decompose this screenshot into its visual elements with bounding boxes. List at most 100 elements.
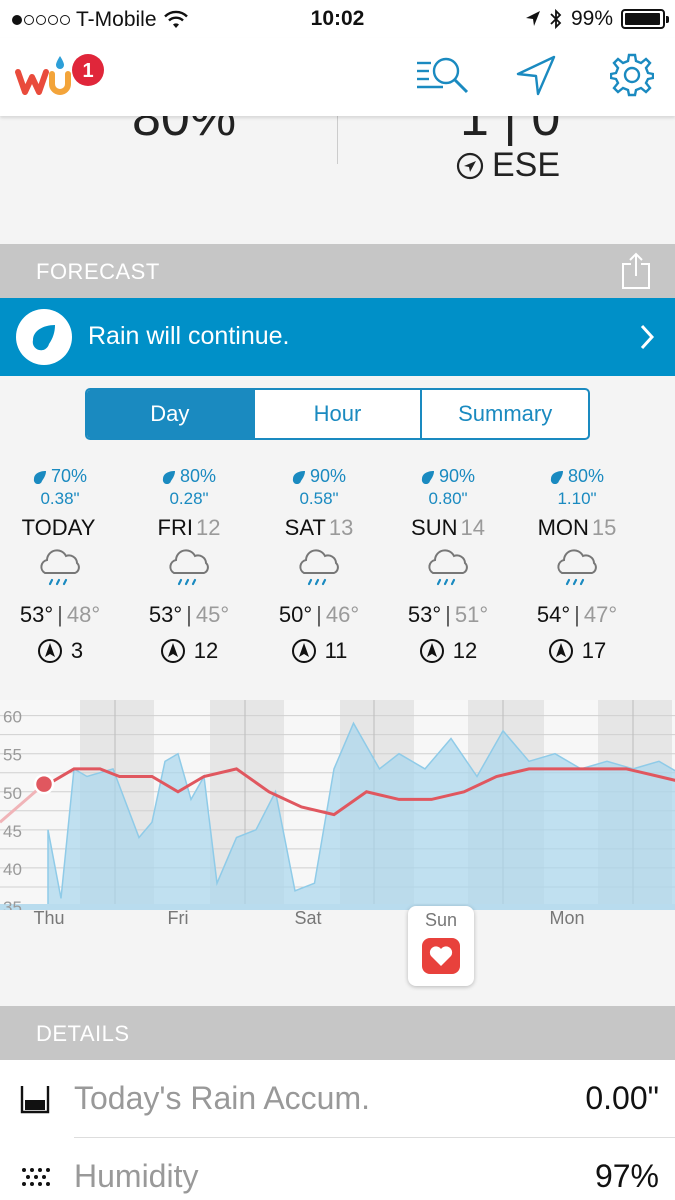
wu-logo-icon: 1 [15, 54, 104, 95]
forecast-day[interactable]: 90% 0.58" SAT 13 50° | 46° 11 [254, 460, 384, 664]
banner-text: Rain will continue. [88, 322, 290, 350]
graph-x-axis: Thu Fri Sat Mon [0, 908, 675, 936]
rain-gauge-icon [20, 1086, 50, 1114]
rain-cloud-icon [299, 549, 339, 586]
wind: 12 [383, 638, 513, 664]
precip-amount: 0.58" [299, 489, 339, 508]
forecast-day[interactable]: 70% 0.38" TODAY 53° | 48° 3 [0, 460, 125, 664]
forecast-day[interactable]: 80% 0.28" FRI 12 53° | 45° 12 [124, 460, 254, 664]
location-services-icon [525, 11, 540, 26]
details-title: DETAILS [36, 1021, 130, 1046]
low-temp: 48° [66, 602, 101, 627]
temps: 54° | 47° [512, 602, 642, 628]
day-label: SAT [284, 515, 326, 540]
settings-button[interactable] [602, 50, 662, 100]
health-button-label: Sun [424, 910, 458, 930]
carrier-name: T-Mobile [76, 8, 157, 31]
high-temp: 53° [19, 602, 54, 627]
precip-chance: 70% [0, 466, 125, 487]
low-temp: 51° [454, 602, 489, 627]
day-date: 14 [460, 515, 485, 540]
wifi-icon [163, 10, 188, 28]
detail-value: 97% [594, 1158, 659, 1194]
chevron-right-icon [640, 324, 655, 350]
temps: 53° | 51° [383, 602, 513, 628]
temp-separator: | [57, 602, 63, 627]
tab-day[interactable]: Day [87, 390, 255, 438]
heart-icon [422, 938, 460, 974]
tab-hour[interactable]: Hour [255, 390, 423, 438]
day-date: 13 [328, 515, 354, 540]
wu-logo[interactable]: 1 [14, 52, 114, 102]
wind: 3 [0, 638, 125, 664]
tab-summary[interactable]: Summary [458, 401, 553, 426]
wind-direction-icon [419, 639, 444, 663]
x-tick-label: Sat [294, 908, 322, 928]
raindrop-icon [16, 309, 72, 365]
wind-speed: 17 [581, 638, 607, 663]
divider [337, 116, 338, 164]
raindrop-icon [421, 470, 434, 484]
wind-direction: ESE [456, 146, 560, 185]
precip-chance: 80% [512, 466, 642, 487]
share-button[interactable] [621, 252, 651, 290]
precip-chance: 90% [383, 466, 513, 487]
current-location-button[interactable] [506, 50, 566, 100]
precip-baseline [0, 904, 675, 910]
wind-speed: 12 [452, 638, 478, 663]
detail-row-humidity[interactable]: Humidity 97% [0, 1138, 675, 1200]
rain-cloud-icon [557, 549, 597, 586]
forecast-day[interactable]: 90% 0.80" SUN 14 53° | 51° 12 [383, 460, 513, 664]
precip-amount: 0.28" [169, 489, 209, 508]
precip-chance-value: 90% [438, 466, 476, 486]
signal-strength-icon [12, 15, 70, 25]
wind-value: 1 | 0 [460, 116, 561, 147]
wind-speed: 11 [324, 638, 348, 663]
wind-direction-icon [160, 639, 185, 663]
current-conditions: 80% 1 | 0 ESE [0, 116, 675, 244]
day-label: TODAY [21, 515, 96, 540]
high-temp: 53° [148, 602, 183, 627]
gear-icon [610, 53, 654, 97]
x-tick-label: Fri [167, 908, 189, 928]
day-date: 12 [195, 515, 221, 540]
precip-amount: 0.80" [428, 489, 468, 508]
wind-direction-icon [456, 152, 484, 179]
battery-icon [621, 9, 669, 29]
detail-row-rain-accum[interactable]: Today's Rain Accum. 0.00" [0, 1060, 675, 1138]
precip-chance: 80% [124, 466, 254, 487]
precip-chance-value: 80% [179, 466, 217, 486]
current-time-marker [33, 773, 55, 795]
low-temp: 46° [325, 602, 360, 627]
precip-chance-value: 90% [309, 466, 347, 486]
forecast-day[interactable]: 80% 1.10" MON 15 54° | 47° 17 [512, 460, 642, 664]
day-label: MON [537, 515, 589, 540]
y-tick-label: 50 [3, 784, 22, 803]
clock: 10:02 [310, 7, 365, 30]
wind-direction-icon [291, 639, 316, 663]
notification-badge-count: 1 [82, 60, 93, 82]
rain-alert-banner[interactable]: Rain will continue. [0, 298, 675, 376]
day-name: FRI 12 [124, 515, 254, 541]
carrier-info: T-Mobile [12, 8, 189, 32]
y-tick-label: 55 [3, 746, 22, 765]
x-tick-label: Mon [549, 908, 585, 928]
battery-percent: 99% [570, 7, 613, 30]
search-list-button[interactable] [412, 50, 472, 100]
y-tick-label: 35 [3, 898, 22, 910]
humidity-dots-icon [22, 1168, 50, 1186]
precip-area [47, 721, 675, 907]
health-button[interactable]: Sun [408, 906, 474, 986]
app-header: 1 [0, 38, 675, 116]
low-temp: 47° [583, 602, 618, 627]
daily-forecast-list: 70% 0.38" TODAY 53° | 48° 3 80% 0.28" FRI 12 53° | 45… [0, 460, 675, 680]
rain-cloud-icon [428, 549, 468, 586]
rain-cloud-icon [169, 549, 209, 586]
high-temp: 54° [536, 602, 571, 627]
wind: 11 [254, 638, 384, 664]
detail-value: 0.00" [585, 1080, 659, 1116]
row-separator [74, 1137, 675, 1138]
temps: 53° | 45° [124, 602, 254, 628]
temperature-line [47, 767, 675, 817]
details-section-header: DETAILS [0, 1006, 675, 1060]
